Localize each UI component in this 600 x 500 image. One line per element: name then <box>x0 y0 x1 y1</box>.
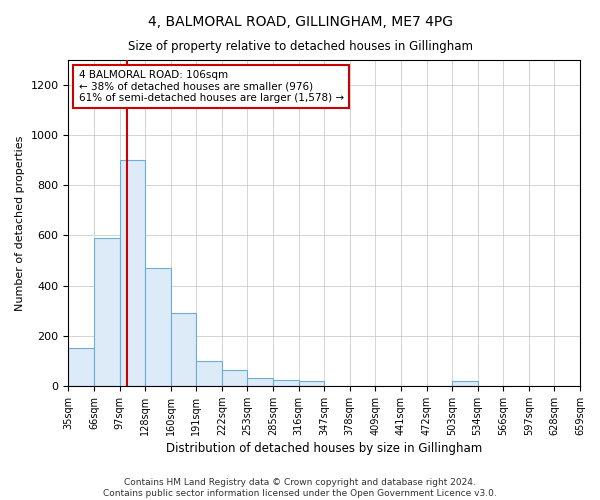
Text: 4 BALMORAL ROAD: 106sqm
← 38% of detached houses are smaller (976)
61% of semi-d: 4 BALMORAL ROAD: 106sqm ← 38% of detache… <box>79 70 344 103</box>
Bar <box>222 370 247 386</box>
X-axis label: Distribution of detached houses by size in Gillingham: Distribution of detached houses by size … <box>166 442 482 455</box>
Bar <box>196 361 222 386</box>
Bar <box>273 380 299 386</box>
Text: 4, BALMORAL ROAD, GILLINGHAM, ME7 4PG: 4, BALMORAL ROAD, GILLINGHAM, ME7 4PG <box>148 15 452 29</box>
Bar <box>68 348 94 386</box>
Bar <box>119 160 145 386</box>
Bar <box>145 268 171 386</box>
Bar <box>299 381 324 386</box>
Bar <box>452 381 478 386</box>
Text: Size of property relative to detached houses in Gillingham: Size of property relative to detached ho… <box>128 40 473 53</box>
Bar <box>247 378 273 386</box>
Y-axis label: Number of detached properties: Number of detached properties <box>15 135 25 310</box>
Bar <box>94 238 119 386</box>
Text: Contains HM Land Registry data © Crown copyright and database right 2024.
Contai: Contains HM Land Registry data © Crown c… <box>103 478 497 498</box>
Bar <box>171 313 196 386</box>
